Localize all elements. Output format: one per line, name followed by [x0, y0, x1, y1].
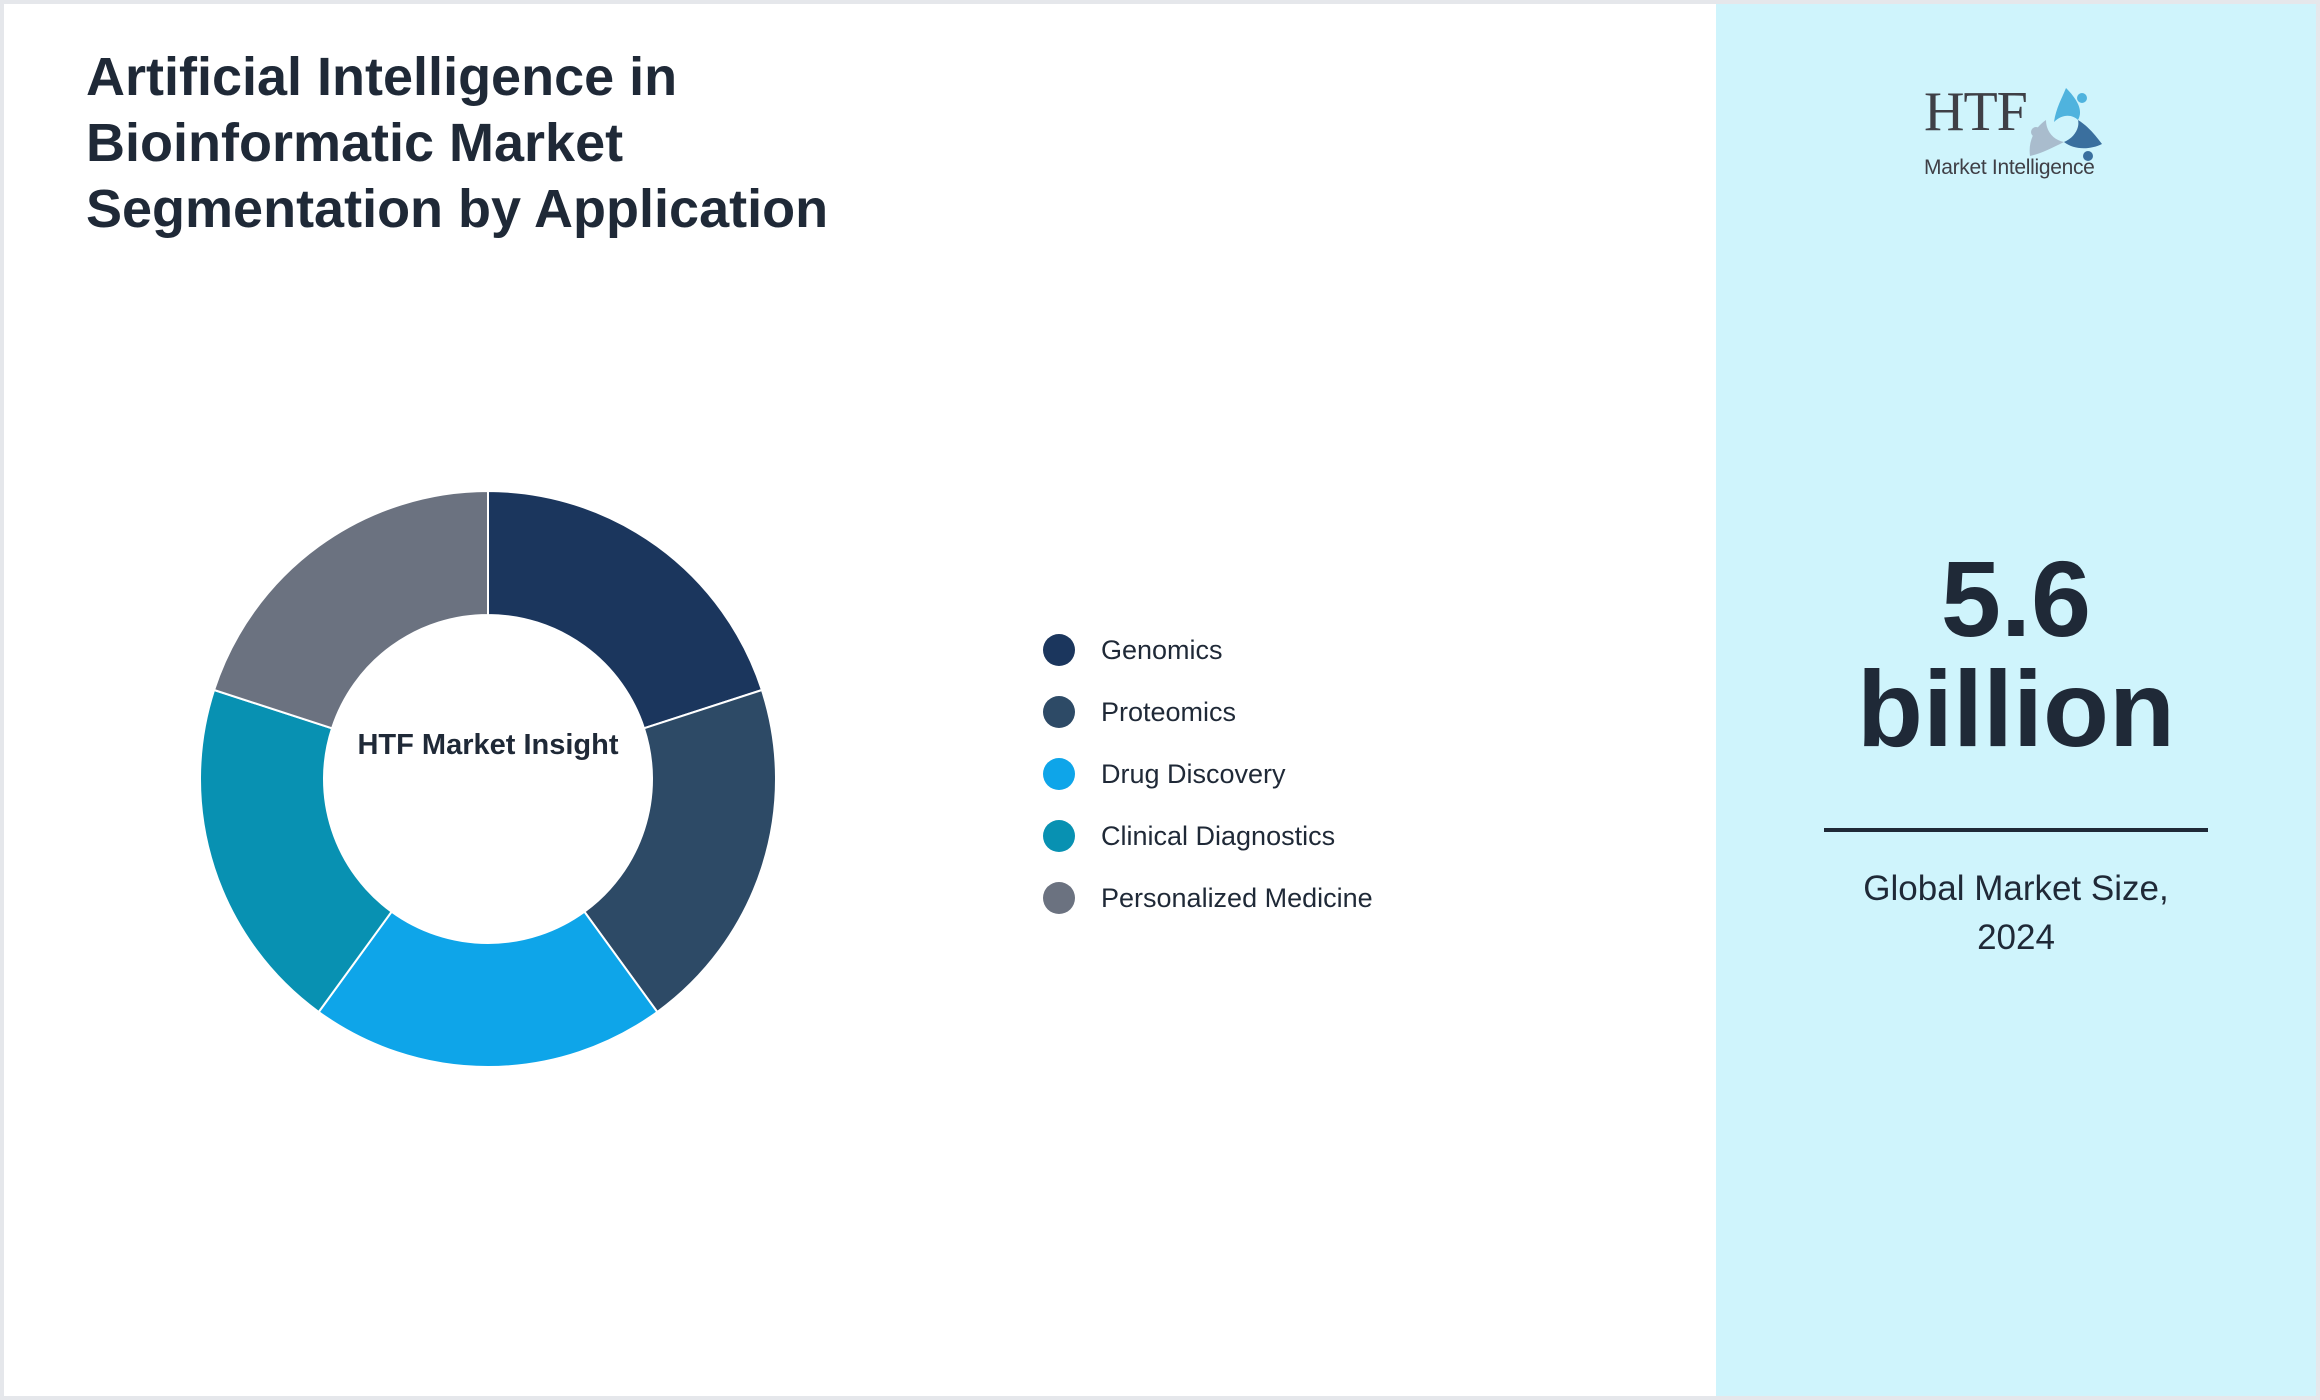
main-panel: Artificial Intelligence in Bioinformatic…	[4, 4, 1716, 1396]
legend-label: Proteomics	[1101, 696, 1237, 727]
donut-segment-drug-discovery	[317, 910, 659, 1068]
logo-wordmark: HTF	[1924, 81, 2028, 143]
legend-label: Genomics	[1101, 634, 1223, 665]
divider	[1824, 828, 2208, 832]
logo-tagline: Market Intelligence	[1924, 156, 2095, 179]
people-circle-logo-icon	[2029, 88, 2102, 161]
legend-dot-icon	[1043, 696, 1075, 728]
legend-dot-icon	[1043, 758, 1075, 790]
donut-chart-svg	[199, 489, 777, 1068]
donut-segment-clinical-diagnostics	[199, 688, 393, 1014]
market-size-number: 5.6 billion	[1857, 538, 2175, 769]
donut-segment-genomics	[487, 489, 764, 730]
legend-item-drug-discovery: Drug Discovery	[1043, 743, 1373, 805]
htf-logo: HTF Market Intelligence	[1924, 82, 2114, 186]
legend-label: Clinical Diagnostics	[1101, 820, 1336, 851]
donut-segment-proteomics	[583, 688, 777, 1014]
market-size-caption: Global Market Size, 2024	[1863, 869, 2169, 957]
legend-item-proteomics: Proteomics	[1043, 681, 1373, 743]
legend-item-personalized-medicine: Personalized Medicine	[1043, 867, 1373, 929]
donut-segment-personalized-medicine	[212, 489, 489, 730]
legend-dot-icon	[1043, 882, 1075, 914]
donut-center-label: HTF Market Insight	[357, 729, 619, 761]
legend-item-clinical-diagnostics: Clinical Diagnostics	[1043, 805, 1373, 867]
donut-chart: HTF Market Insight	[196, 487, 780, 1071]
legend-item-genomics: Genomics	[1043, 619, 1373, 681]
market-size-value: 5.6 billion	[1716, 544, 2316, 764]
legend-label: Drug Discovery	[1101, 758, 1286, 789]
legend-label: Personalized Medicine	[1101, 882, 1373, 913]
market-size-sidebar: HTF Market Intelligence 5.6 billion Globa…	[1716, 4, 2316, 1396]
legend-dot-icon	[1043, 820, 1075, 852]
page-title: Artificial Intelligence in Bioinformatic…	[86, 47, 829, 239]
legend-dot-icon	[1043, 634, 1075, 666]
chart-legend: Genomics Proteomics Drug Discovery Clini…	[1043, 619, 1373, 929]
